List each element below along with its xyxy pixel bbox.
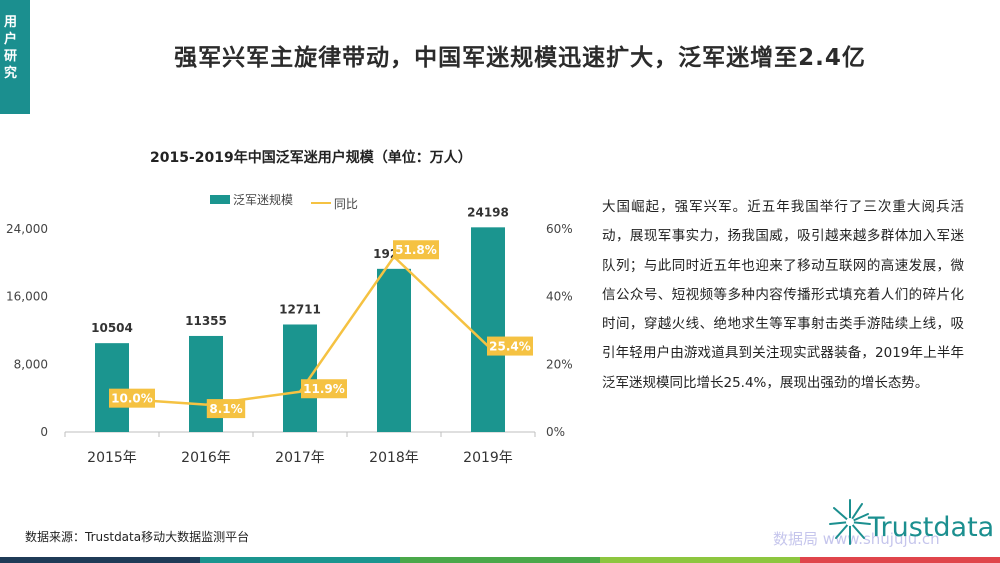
y-left-tick-label: 24,000 <box>6 222 48 236</box>
bottom-color-stripes <box>0 557 1000 563</box>
bar <box>283 324 317 432</box>
line-value-label: 25.4% <box>489 340 531 354</box>
line-value-label: 11.9% <box>303 382 345 396</box>
chart-title: 2015-2019年中国泛军迷用户规模（单位：万人） <box>150 150 472 166</box>
x-category-label: 2019年 <box>463 450 513 466</box>
section-tag-text: 用户研究 <box>4 15 18 81</box>
bar-value-label: 11355 <box>185 314 227 328</box>
y-right-tick-label: 60% <box>546 222 573 236</box>
y-right-tick-label: 20% <box>546 357 573 371</box>
line-label-box <box>206 399 246 419</box>
bar-value-label: 24198 <box>467 205 509 219</box>
y-left-tick-label: 8,000 <box>14 357 48 371</box>
bar <box>377 268 411 432</box>
bar <box>95 343 129 432</box>
stripe-3 <box>400 557 600 563</box>
legend-line-label: 同比 <box>333 196 358 211</box>
line-value-label: 51.8% <box>395 243 437 257</box>
bar <box>471 227 505 432</box>
legend-bar-swatch <box>210 195 230 204</box>
page-headline: 强军兴军主旋律带动，中国军迷规模迅速扩大，泛军迷增至2.4亿 <box>174 45 866 71</box>
line-label-box <box>393 240 439 260</box>
x-category-label: 2017年 <box>275 450 325 466</box>
legend-item-bars: 泛军迷规模 <box>210 191 293 208</box>
yoy-line <box>111 255 489 406</box>
x-category-label: 2018年 <box>369 450 419 466</box>
stripe-4 <box>600 557 800 563</box>
y-left-tick-label: 0 <box>40 425 48 439</box>
trustdata-logo-mark <box>829 499 871 545</box>
watermark: 数据局 www.shujuju.cn <box>773 530 940 548</box>
stripe-1 <box>0 557 200 563</box>
description-text: 大国崛起，强军兴军。近五年我国举行了三次重大阅兵活动，展现军事实力，扬我国威，吸… <box>602 199 964 391</box>
legend-item-line: 同比 <box>310 195 358 212</box>
y-right-tick-label: 40% <box>546 290 573 304</box>
data-source: 数据来源：Trustdata移动大数据监测平台 <box>25 530 250 544</box>
line-label-box <box>487 336 533 356</box>
line-label-box <box>301 379 347 399</box>
line-label-box <box>109 388 155 408</box>
bar-value-label: 12711 <box>279 302 321 316</box>
chart-legend: 泛军迷规模 同比 <box>210 191 372 212</box>
stripe-2 <box>200 557 400 563</box>
bar-value-label: 10504 <box>91 321 133 335</box>
x-category-label: 2015年 <box>87 450 137 466</box>
stripe-5 <box>800 557 1000 563</box>
legend-line-swatch <box>310 202 331 204</box>
section-tag: 用户研究 <box>0 0 30 114</box>
line-value-label: 8.1% <box>209 402 242 416</box>
legend-bar-label: 泛军迷规模 <box>233 193 294 207</box>
x-category-label: 2016年 <box>181 450 231 466</box>
line-value-label: 10.0% <box>111 392 153 406</box>
y-left-tick-label: 16,000 <box>6 290 48 304</box>
logo-text: Trustdata <box>868 512 995 543</box>
y-right-tick-label: 0% <box>546 425 565 439</box>
